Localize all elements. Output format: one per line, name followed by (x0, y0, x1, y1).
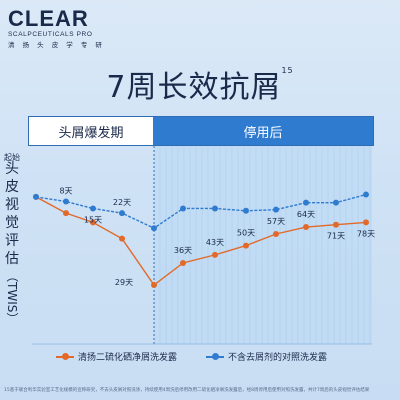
series-0-label-5: 36天 (174, 246, 192, 255)
series-1-point-7 (243, 207, 249, 214)
legend-item-orange: 清扬二硫化硒净屑洗发露 (56, 350, 177, 363)
series-0-point-5 (180, 260, 186, 266)
series-0-label-7: 50天 (237, 229, 255, 238)
brand-logo: CLEAR SCALPCEUTICALS PRO 清 扬 头 皮 学 专 研 (8, 6, 105, 50)
series-1-point-11 (363, 191, 369, 198)
headline: 7周长效抗屑15 (0, 62, 400, 106)
y-axis-char-5: 估 (5, 251, 19, 267)
series-0-point-1 (63, 210, 69, 217)
brand-name: CLEAR (8, 6, 89, 31)
series-0-point-8 (273, 231, 279, 237)
series-1-point-0 (33, 193, 39, 200)
y-axis-label: 头 皮 视 觉 评 估 （TWIS） (2, 160, 22, 324)
series-1-point-10 (333, 199, 339, 206)
series-1-point-8 (273, 206, 279, 213)
legend-label-blue: 不含去屑剂的对照洗发露 (228, 353, 328, 363)
series-0-point-2 (90, 219, 96, 226)
phase-discontinued-label: 停用后 (243, 125, 283, 141)
brand-subtitle: SCALPCEUTICALS PRO (8, 31, 93, 38)
series-1-label-2: 15天 (84, 215, 102, 224)
series-0-label-6: 43天 (206, 238, 224, 247)
brand-tagline: 清 扬 头 皮 学 专 研 (8, 41, 105, 49)
series-0-point-3 (119, 235, 125, 242)
series-0-point-9 (303, 224, 309, 231)
footnote: 15基于联合利华实验室工艺化规模的宣称研究，不去头皮屑对照洗涤，持续使用4周洗后… (4, 388, 370, 393)
legend-swatch-orange (56, 352, 74, 360)
series-0-label-9: 64天 (297, 210, 315, 219)
series-0-point-6 (212, 251, 218, 258)
series-1-point-5 (180, 205, 186, 212)
series-1-point-1 (63, 198, 69, 205)
series-0-label-4: 29天 (115, 278, 133, 287)
legend-label-orange: 清扬二硫化硒净屑洗发露 (78, 353, 178, 363)
start-label: 起始 (4, 152, 20, 162)
series-0-point-4 (151, 282, 157, 289)
y-axis-char-0: 头 (5, 161, 19, 177)
series-1-point-6 (212, 205, 218, 212)
y-axis-char-2: 视 (5, 197, 19, 213)
legend: 清扬二硫化硒净屑洗发露 不含去屑剂的对照洗发露 (56, 350, 376, 364)
series-0-label-10: 71天 (327, 232, 345, 241)
y-axis-char-3: 觉 (5, 215, 19, 231)
series-1-point-3 (119, 210, 125, 217)
headline-footnote-mark: 15 (281, 66, 294, 75)
series-1-label-1: 8天 (59, 187, 72, 196)
series-0-label-11: 78天 (357, 229, 375, 238)
series-1-point-4 (151, 225, 157, 232)
phase-outbreak-label: 头屑爆发期 (58, 125, 124, 141)
phase-discontinued: 停用后 (153, 117, 373, 145)
legend-item-blue: 不含去屑剂的对照洗发露 (206, 350, 327, 363)
series-1-point-2 (90, 205, 96, 212)
series-1-label-3: 22天 (113, 198, 131, 207)
y-axis-char-1: 皮 (5, 179, 19, 195)
y-axis-paren: （TWIS） (5, 270, 19, 325)
discontinued-zone (154, 146, 372, 344)
series-0-point-10 (333, 221, 339, 228)
phase-bar: 头屑爆发期 停用后 (28, 116, 374, 146)
y-axis-char-4: 评 (5, 233, 19, 249)
series-0-point-11 (363, 219, 369, 226)
phase-outbreak: 头屑爆发期 (29, 117, 153, 145)
headline-text: 7周长效抗屑 (106, 70, 282, 105)
legend-swatch-blue (206, 352, 224, 360)
series-1-point-9 (303, 199, 309, 206)
series-line-0 (35, 196, 367, 287)
series-0-label-8: 57天 (267, 217, 285, 226)
series-0-point-7 (243, 242, 249, 249)
